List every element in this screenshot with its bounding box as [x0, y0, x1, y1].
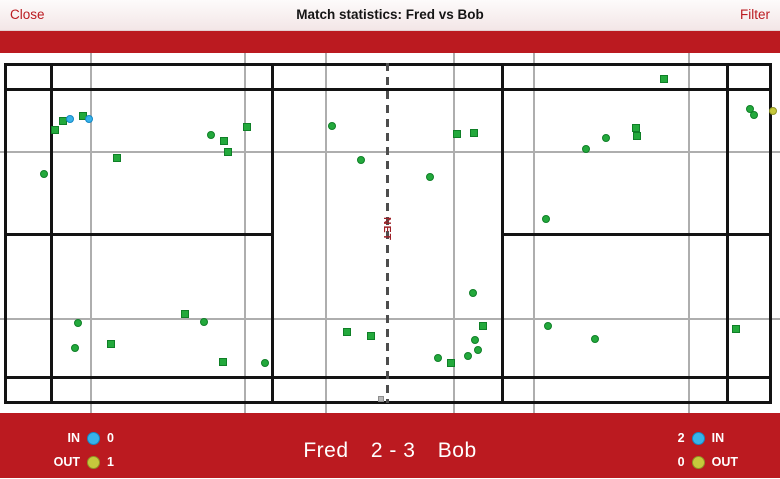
legend-row-in: IN 0 — [42, 431, 114, 445]
shot-marker-shot — [367, 331, 375, 340]
legend-out-label: OUT — [711, 455, 738, 469]
shot-marker-shot — [446, 358, 455, 367]
in-dot-icon — [87, 431, 101, 445]
grid-line-vertical — [453, 53, 455, 413]
shot-marker-shot — [224, 148, 232, 156]
shot-marker-shot — [544, 321, 552, 330]
shot-marker-in — [65, 115, 74, 123]
shot-marker-shot — [452, 129, 461, 138]
legend-row-in: 2 IN — [678, 431, 738, 445]
shot-marker-shot — [73, 318, 82, 327]
out-dot-icon — [691, 455, 705, 469]
center-line-right — [501, 233, 772, 236]
shot-marker-in — [84, 115, 93, 123]
legend-in-count: 0 — [107, 431, 114, 445]
shot-marker-net — [377, 396, 384, 402]
net-line — [386, 63, 389, 403]
shot-marker-shot — [357, 155, 365, 164]
shot-marker-shot — [107, 339, 115, 348]
shot-marker-shot — [327, 122, 336, 130]
shot-marker-shot — [243, 123, 251, 131]
match-score: Fred 2 - 3 Bob — [0, 439, 780, 463]
player-right-name: Bob — [437, 439, 477, 462]
court-diagram: NET — [0, 53, 780, 413]
legend-out-count: 0 — [677, 455, 685, 469]
close-button[interactable]: Close — [10, 7, 45, 22]
grid-line-horizontal — [0, 151, 780, 153]
shot-marker-shot — [659, 74, 668, 83]
page-title: Match statistics: Fred vs Bob — [296, 7, 484, 22]
player-left-name: Fred — [303, 439, 349, 462]
grid-line-horizontal — [0, 318, 780, 320]
shot-marker-shot — [631, 124, 640, 132]
shot-marker-shot — [732, 325, 740, 333]
shot-marker-shot — [51, 126, 59, 134]
legend-out-label: OUT — [53, 455, 81, 469]
shot-marker-shot — [434, 353, 442, 362]
shot-marker-shot — [260, 359, 269, 367]
legend-in-count: 2 — [677, 431, 685, 445]
legend-out-count: 1 — [107, 455, 114, 469]
shot-marker-shot — [343, 328, 351, 336]
shot-marker-shot — [468, 288, 477, 297]
legend-row-out: 0 OUT — [678, 455, 738, 469]
in-dot-icon — [691, 431, 705, 445]
out-dot-icon — [87, 455, 101, 469]
shot-marker-shot — [633, 132, 641, 140]
score-bar: IN 0 OUT 1 Fred 2 - 3 Bob 2 IN 0 OUT — [0, 413, 780, 478]
shot-marker-shot — [206, 130, 215, 139]
header-accent-strip — [0, 30, 780, 53]
shot-marker-shot — [425, 173, 434, 181]
shot-marker-shot — [219, 136, 228, 145]
shot-marker-out — [768, 106, 777, 115]
shot-marker-shot — [478, 321, 487, 330]
shot-marker-shot — [181, 310, 189, 318]
score-value: 2 - 3 — [370, 439, 416, 462]
shot-marker-shot — [471, 335, 479, 344]
legend-row-out: OUT 1 — [42, 455, 114, 469]
shot-marker-shot — [581, 145, 590, 153]
shot-marker-shot — [219, 358, 227, 366]
shot-marker-shot — [601, 133, 610, 142]
marker-layer — [0, 53, 780, 413]
center-line-left — [4, 233, 274, 236]
shot-marker-shot — [200, 317, 208, 326]
shot-marker-shot — [70, 343, 79, 352]
shot-marker-shot — [473, 346, 482, 354]
shot-marker-shot — [463, 352, 472, 360]
legend-left: IN 0 OUT 1 — [42, 431, 114, 479]
shot-marker-shot — [590, 335, 599, 343]
legend-right: 2 IN 0 OUT — [678, 431, 738, 479]
filter-button[interactable]: Filter — [740, 7, 770, 22]
shot-marker-shot — [39, 169, 48, 178]
shot-marker-shot — [749, 111, 758, 119]
legend-in-label: IN — [711, 431, 725, 445]
shot-marker-shot — [470, 128, 478, 137]
grid-line-vertical — [325, 53, 327, 413]
legend-in-label: IN — [67, 431, 81, 445]
shot-marker-shot — [113, 154, 121, 162]
shot-marker-shot — [542, 214, 550, 223]
top-nav-bar: Close Match statistics: Fred vs Bob Filt… — [0, 0, 780, 31]
